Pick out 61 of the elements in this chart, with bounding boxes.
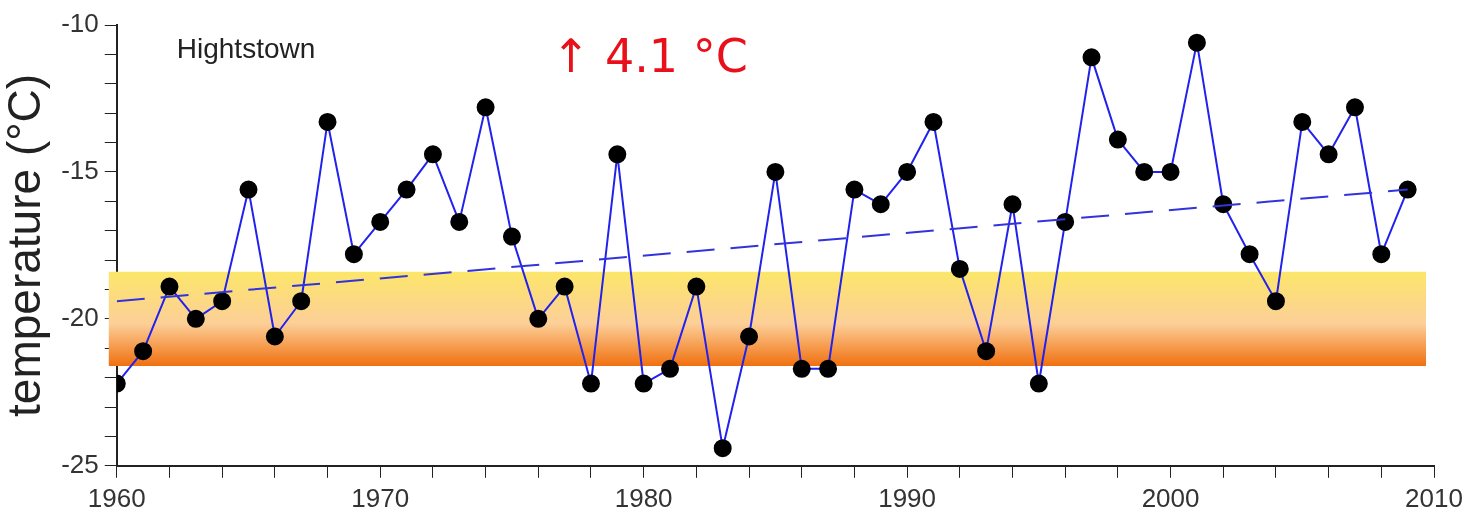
point (397, 180, 416, 199)
x-tick-label: 1980 (614, 482, 673, 513)
y-tick-label: -10 (61, 8, 99, 39)
point (1319, 145, 1338, 164)
point (819, 359, 838, 378)
annotation: ↑ 4.1 °C (551, 28, 748, 83)
point (1108, 130, 1127, 149)
y-tick-label: -15 (61, 155, 99, 186)
x-tick-label: 1990 (878, 482, 937, 513)
point (1240, 245, 1259, 264)
point (713, 439, 732, 458)
x-tick-label: 1960 (87, 482, 146, 513)
point (1398, 180, 1417, 199)
point (924, 112, 943, 131)
point (450, 212, 469, 231)
point (1056, 212, 1075, 231)
point (687, 277, 706, 296)
y-axis-title: temperature (°C) (0, 73, 51, 417)
point (134, 342, 153, 361)
point (476, 98, 495, 117)
point (318, 112, 337, 131)
point (265, 327, 284, 346)
point (661, 359, 680, 378)
point (581, 374, 600, 393)
point (529, 309, 548, 328)
point (634, 374, 653, 393)
point (292, 292, 311, 311)
y-tick-label: -20 (61, 302, 99, 333)
point (502, 227, 521, 246)
point (1345, 98, 1364, 117)
point (1161, 162, 1180, 181)
point (1266, 292, 1285, 311)
x-tick-label: 2010 (1405, 482, 1463, 513)
point (1082, 48, 1101, 67)
point (1372, 245, 1391, 264)
point (950, 259, 969, 278)
point (239, 180, 258, 199)
point (898, 162, 917, 181)
point (371, 212, 390, 231)
point (555, 277, 574, 296)
point (608, 145, 627, 164)
x-tick-label: 1970 (351, 482, 410, 513)
point (845, 180, 864, 199)
point (792, 359, 811, 378)
point (1187, 33, 1206, 52)
point (871, 195, 890, 214)
point (344, 245, 363, 264)
point (213, 292, 232, 311)
point (160, 277, 179, 296)
point (186, 309, 205, 328)
x-tick-label: 2000 (1141, 482, 1200, 513)
annotation: Hightstown (176, 32, 316, 64)
point (423, 145, 442, 164)
point (1135, 162, 1154, 181)
point (1029, 374, 1048, 393)
y-tick-label: -25 (61, 448, 99, 479)
point (1003, 195, 1022, 214)
point (1293, 112, 1312, 131)
point (740, 327, 759, 346)
point (766, 162, 785, 181)
point (977, 342, 996, 361)
